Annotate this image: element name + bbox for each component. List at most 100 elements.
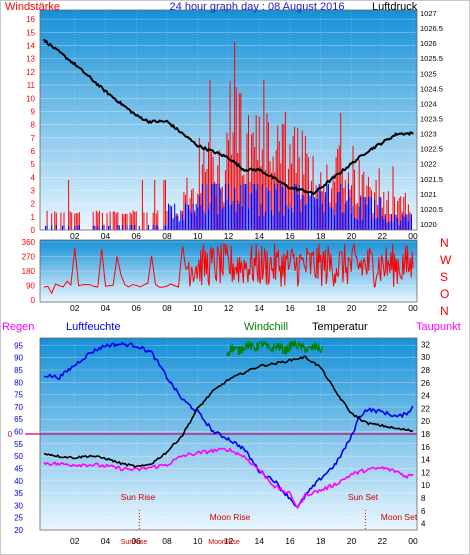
humidity-tick: 35 bbox=[14, 489, 23, 498]
humidity-tick: 80 bbox=[14, 378, 23, 387]
luftdruck-tick: 1020.5 bbox=[420, 205, 443, 214]
luftdruck-tick: 1026.5 bbox=[420, 24, 443, 33]
x-tick: 20 bbox=[347, 303, 357, 313]
temperature-tick: 16 bbox=[421, 443, 430, 452]
x-tick: 10 bbox=[193, 536, 203, 546]
temperatur-label: Temperatur bbox=[312, 321, 368, 333]
luftdruck-tick: 1023.5 bbox=[420, 114, 443, 123]
x-tick: 18 bbox=[316, 536, 326, 546]
x-tick: 12 bbox=[224, 536, 234, 546]
compass-n: N bbox=[440, 304, 449, 318]
luftdruck-axis: 1020 1020.5 1021 1021.5 1022 1022.5 1023 1023.5… bbox=[420, 9, 443, 229]
windstarke-tick: 11 bbox=[27, 81, 36, 90]
humidity-tick: 20 bbox=[14, 526, 23, 535]
pressure-line bbox=[43, 38, 414, 195]
luftdruck-tick: 1022 bbox=[420, 160, 437, 169]
pressure-series bbox=[43, 38, 414, 195]
panel-bot-border bbox=[39, 337, 418, 531]
x-tick: 04 bbox=[101, 231, 111, 241]
moon-rise-label: Moon Rise bbox=[210, 512, 251, 522]
temperature-tick: 6 bbox=[421, 507, 426, 516]
moon-rise-marker: MoonRise bbox=[208, 539, 240, 546]
x-tick: 16 bbox=[285, 303, 295, 313]
direction-tick: 0 bbox=[31, 296, 36, 305]
luftdruck-tick: 1024 bbox=[420, 99, 437, 108]
x-tick: 14 bbox=[255, 231, 265, 241]
taupunkt-label: Taupunkt bbox=[416, 321, 461, 333]
wind-series bbox=[45, 183, 412, 230]
graph-title: 24 hour graph day : 08 August 2016 bbox=[170, 1, 345, 13]
luftdruck-tick: 1026 bbox=[420, 39, 437, 48]
x-tick: 04 bbox=[101, 536, 111, 546]
x-tick: 22 bbox=[378, 231, 388, 241]
bottom-x-axis: 02 04 06 08 10 12 14 16 18 20 22 00 bbox=[70, 536, 418, 546]
humidity-axis: 20 25 30 35 40 45 50 55 60 65 70 75 80 85 90 95 bbox=[14, 341, 23, 535]
windchill-label: Windchill bbox=[244, 321, 288, 333]
temperature-tick: 26 bbox=[421, 379, 430, 388]
direction-axis: 0 90 180 270 360 bbox=[22, 238, 36, 305]
bottom-series: 0 bbox=[8, 339, 417, 509]
x-tick: 16 bbox=[285, 231, 295, 241]
x-tick: 00 bbox=[408, 303, 418, 313]
humidity-tick: 70 bbox=[14, 403, 23, 412]
panel-mid-border bbox=[39, 239, 418, 303]
compass-w: W bbox=[440, 253, 452, 267]
luftdruck-tick: 1027 bbox=[420, 9, 437, 18]
temperature-tick: 4 bbox=[421, 520, 426, 529]
windstarke-tick: 13 bbox=[26, 55, 35, 64]
humidity-tick: 95 bbox=[14, 341, 23, 350]
humidity-tick: 55 bbox=[14, 440, 23, 449]
temperature-tick: 28 bbox=[421, 366, 430, 375]
x-tick: 04 bbox=[101, 303, 111, 313]
windstarke-tick: 8 bbox=[31, 121, 36, 130]
temperature-tick: 30 bbox=[421, 353, 430, 362]
x-tick: 18 bbox=[316, 231, 326, 241]
compass-n: N bbox=[440, 236, 449, 250]
luftdruck-tick: 1020 bbox=[420, 220, 437, 229]
moon-set-label: Moon Set bbox=[381, 512, 418, 522]
luftdruck-tick: 1025 bbox=[420, 69, 437, 78]
x-tick: 08 bbox=[162, 303, 172, 313]
sun-set-label: Sun Set bbox=[348, 492, 379, 502]
top-x-axis: 02 04 06 08 10 12 14 16 18 20 22 00 bbox=[70, 231, 418, 241]
windstarke-tick: 6 bbox=[31, 147, 36, 156]
x-tick: 12 bbox=[224, 231, 234, 241]
temperature-axis: 4 6 8 10 12 14 16 18 20 22 24 26 28 30 32 bbox=[421, 340, 430, 528]
luftdruck-label: Luftdruck bbox=[372, 1, 418, 13]
direction-line bbox=[43, 242, 414, 295]
x-tick: 08 bbox=[162, 536, 172, 546]
temperature-tick: 32 bbox=[421, 340, 430, 349]
windstarke-tick: 12 bbox=[26, 68, 35, 77]
humidity-tick: 60 bbox=[14, 428, 23, 437]
luftdruck-tick: 1021.5 bbox=[420, 175, 443, 184]
windstarke-tick: 10 bbox=[26, 94, 35, 103]
windstarke-tick: 5 bbox=[31, 160, 36, 169]
x-tick: 06 bbox=[132, 303, 142, 313]
direction-tick: 180 bbox=[22, 267, 36, 276]
x-tick: 10 bbox=[193, 231, 203, 241]
humidity-tick: 40 bbox=[14, 477, 23, 486]
x-tick: 14 bbox=[255, 303, 265, 313]
x-tick: 20 bbox=[347, 231, 357, 241]
windstarke-tick: 3 bbox=[31, 186, 36, 195]
humidity-tick: 25 bbox=[14, 514, 23, 523]
humidity-tick: 75 bbox=[14, 391, 23, 400]
x-tick: 02 bbox=[70, 536, 80, 546]
panel-top-border bbox=[39, 9, 418, 231]
humidity-tick: 45 bbox=[14, 464, 23, 473]
luftdruck-tick: 1025.5 bbox=[420, 54, 443, 63]
direction-tick: 270 bbox=[22, 253, 36, 262]
x-tick: 18 bbox=[316, 303, 326, 313]
x-tick: 16 bbox=[285, 536, 295, 546]
sun-rise-marker: SunRise bbox=[121, 539, 148, 546]
x-tick: 06 bbox=[132, 231, 142, 241]
x-tick: 02 bbox=[70, 231, 80, 241]
luftfeuchte-label: Luftfeuchte bbox=[66, 321, 120, 333]
dewpoint-line bbox=[43, 447, 414, 509]
temperature-tick: 20 bbox=[421, 417, 430, 426]
